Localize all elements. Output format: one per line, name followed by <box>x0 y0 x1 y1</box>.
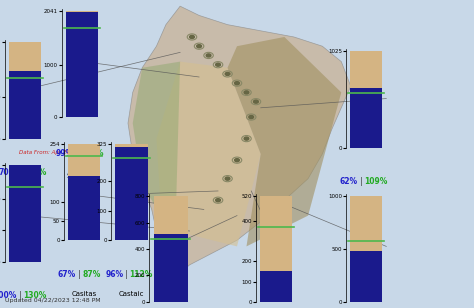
Circle shape <box>197 45 201 48</box>
Bar <box>350 88 382 148</box>
Bar <box>260 196 292 302</box>
Circle shape <box>235 159 239 162</box>
Circle shape <box>244 91 249 94</box>
Circle shape <box>249 116 254 119</box>
Bar <box>154 234 188 302</box>
Text: Data From: Apr 20: Data From: Apr 20 <box>19 150 70 155</box>
Text: 112%: 112% <box>129 270 153 279</box>
Text: 100%: 100% <box>0 291 17 300</box>
Text: Sonoma: Sonoma <box>11 190 39 196</box>
Bar <box>115 144 148 240</box>
Circle shape <box>225 177 230 180</box>
Text: Updated 04/22/2023 12:48 PM: Updated 04/22/2023 12:48 PM <box>5 298 100 303</box>
Polygon shape <box>133 62 180 231</box>
Polygon shape <box>156 62 261 246</box>
Text: |: | <box>360 177 363 186</box>
Circle shape <box>216 63 220 66</box>
Text: Casitas: Casitas <box>72 291 97 298</box>
Text: |: | <box>78 270 81 279</box>
Text: 130%: 130% <box>23 291 46 300</box>
Text: 96%: 96% <box>105 270 123 279</box>
Circle shape <box>190 35 194 38</box>
Text: |: | <box>76 149 78 158</box>
Text: 109%: 109% <box>364 177 388 186</box>
Bar <box>65 11 98 117</box>
Text: 118%: 118% <box>80 149 103 158</box>
Bar <box>115 148 148 240</box>
Circle shape <box>235 82 239 85</box>
Bar <box>9 71 41 139</box>
Text: 99%: 99% <box>55 149 74 158</box>
Circle shape <box>216 199 220 202</box>
Circle shape <box>254 100 258 103</box>
Text: McClure: McClure <box>352 199 380 205</box>
Bar <box>260 271 292 302</box>
Text: 67%: 67% <box>58 270 76 279</box>
Circle shape <box>206 54 211 57</box>
Text: Castaic: Castaic <box>119 291 144 298</box>
Bar <box>9 165 41 262</box>
Bar <box>154 196 188 302</box>
Text: 87%: 87% <box>82 270 100 279</box>
Polygon shape <box>228 37 341 246</box>
Text: 70%: 70% <box>0 168 17 177</box>
Text: |: | <box>19 291 21 300</box>
Bar <box>68 176 100 240</box>
Bar <box>350 196 382 302</box>
Circle shape <box>225 72 230 75</box>
Circle shape <box>244 137 249 140</box>
Bar <box>65 12 98 117</box>
Text: 111%: 111% <box>23 168 46 177</box>
Bar <box>350 51 382 148</box>
Text: San Luis: San Luis <box>67 173 96 179</box>
Text: 62%: 62% <box>340 177 358 186</box>
Bar <box>9 165 41 262</box>
Bar <box>350 251 382 302</box>
Text: |: | <box>19 168 21 177</box>
Text: |: | <box>126 270 128 279</box>
Bar <box>9 42 41 139</box>
Bar <box>68 144 100 240</box>
Polygon shape <box>128 6 351 277</box>
